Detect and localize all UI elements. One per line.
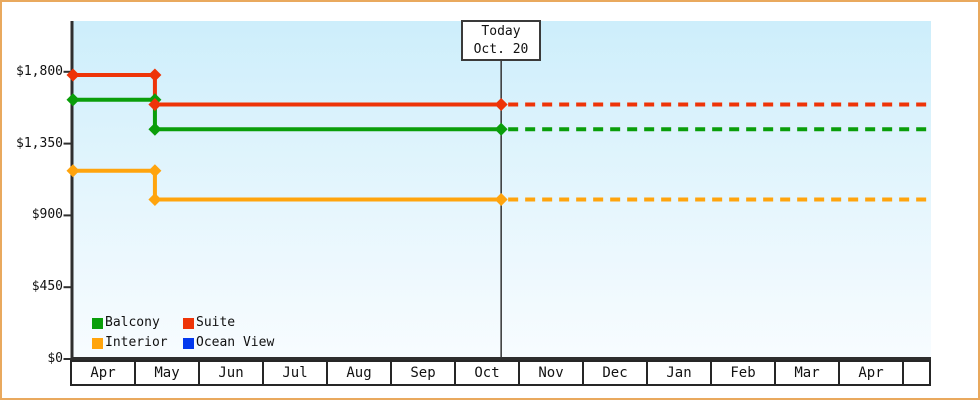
month-cell-sep: Sep <box>392 362 456 384</box>
y-tick-label-1350: $1,350 <box>16 135 63 151</box>
data-point-marker-suite <box>494 98 508 112</box>
y-tick-mark <box>63 142 71 145</box>
month-cell-empty <box>904 362 929 384</box>
y-tick-label-0: $0 <box>47 351 63 366</box>
suite-color-swatch <box>183 317 194 329</box>
y-tick-label-450: $450 <box>31 279 63 295</box>
month-cell-may: May <box>136 362 200 384</box>
month-cell-jun: Jun <box>200 362 264 384</box>
legend-label-ocean-view: Ocean View <box>196 335 275 350</box>
data-point-marker-balcony <box>494 122 508 136</box>
month-cell-feb: Feb <box>712 362 776 384</box>
today-annotation-box: Today Oct. 20 <box>461 20 541 61</box>
y-tick-label-900: $900 <box>31 207 63 223</box>
data-point-marker-interior <box>148 192 162 206</box>
series-line-suite <box>73 72 502 107</box>
today-date: Oct. 20 <box>473 42 529 57</box>
y-tick-label-1800: $1,800 <box>16 63 63 79</box>
y-axis-line <box>70 21 74 360</box>
data-point-marker-interior <box>148 164 162 178</box>
legend-label-interior: Interior <box>105 335 168 350</box>
interior-color-swatch <box>92 337 103 349</box>
legend-label-suite: Suite <box>196 315 236 330</box>
data-point-marker-suite <box>148 98 162 112</box>
ocean-view-color-swatch <box>183 337 194 349</box>
today-label: Today <box>481 24 521 39</box>
month-cell-jan: Jan <box>648 362 712 384</box>
y-tick-mark <box>63 214 71 217</box>
legend-item-ocean-view: Ocean View <box>183 336 274 350</box>
data-point-marker-balcony <box>148 122 162 136</box>
legend-item-balcony: Balcony <box>92 316 160 330</box>
x-axis-line <box>70 357 931 360</box>
data-point-marker-balcony <box>66 93 80 107</box>
month-cell-oct: Oct <box>456 362 520 384</box>
month-cell-apr: Apr <box>72 362 136 384</box>
legend-label-balcony: Balcony <box>105 315 160 330</box>
month-cell-apr2: Apr <box>840 362 904 384</box>
y-tick-mark <box>63 286 71 289</box>
month-cell-nov: Nov <box>520 362 584 384</box>
x-axis-month-row: Apr May Jun Jul Aug Sep Oct Nov Dec Jan … <box>70 360 931 386</box>
data-point-marker-suite <box>148 68 162 82</box>
data-point-marker-interior <box>66 164 80 178</box>
month-cell-dec: Dec <box>584 362 648 384</box>
data-point-marker-interior <box>494 192 508 206</box>
balcony-color-swatch <box>92 317 103 329</box>
y-tick-mark <box>63 70 71 73</box>
legend-item-interior: Interior <box>92 336 168 350</box>
month-cell-aug: Aug <box>328 362 392 384</box>
data-point-marker-suite <box>66 68 80 82</box>
month-cell-jul: Jul <box>264 362 328 384</box>
series-line-interior <box>73 168 502 202</box>
series-line-balcony <box>73 97 502 132</box>
y-tick-mark <box>63 358 71 360</box>
plot-background <box>73 21 931 359</box>
month-cell-mar: Mar <box>776 362 840 384</box>
legend-item-suite: Suite <box>183 316 235 330</box>
